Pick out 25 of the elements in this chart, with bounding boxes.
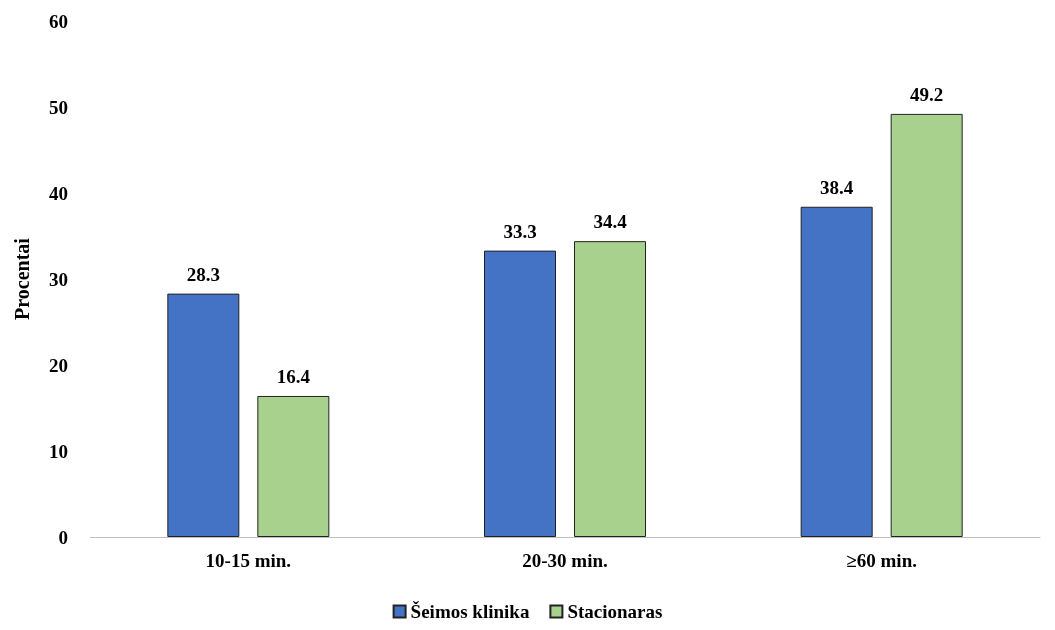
bar [800, 206, 873, 537]
bar [167, 293, 240, 537]
y-tick-label: 40 [49, 182, 68, 204]
y-tick-label: 60 [49, 10, 68, 32]
data-label: 33.3 [503, 220, 537, 242]
x-tick-label: 20-30 min. [522, 550, 608, 571]
data-label: 38.4 [820, 176, 854, 198]
x-tick-label: ≥60 min. [846, 550, 917, 571]
data-label: 34.4 [593, 211, 628, 233]
bar [257, 395, 330, 537]
bar [890, 113, 963, 537]
y-axis-title: Procentai [11, 237, 33, 320]
y-tick-label: 10 [49, 440, 68, 462]
y-tick-label: 30 [49, 268, 68, 290]
y-tick-label: 0 [58, 526, 68, 548]
bar [484, 250, 556, 537]
y-tick-label: 50 [49, 96, 68, 118]
bar [574, 241, 646, 537]
data-label: 16.4 [276, 365, 311, 387]
y-tick-label: 20 [49, 354, 68, 376]
data-label: 28.3 [186, 263, 220, 285]
x-tick-label: 10-15 min. [205, 550, 292, 571]
legend-label: Stacionaras [567, 601, 663, 622]
legend-label: Šeimos klinika [410, 601, 530, 622]
data-label: 49.2 [910, 83, 944, 105]
